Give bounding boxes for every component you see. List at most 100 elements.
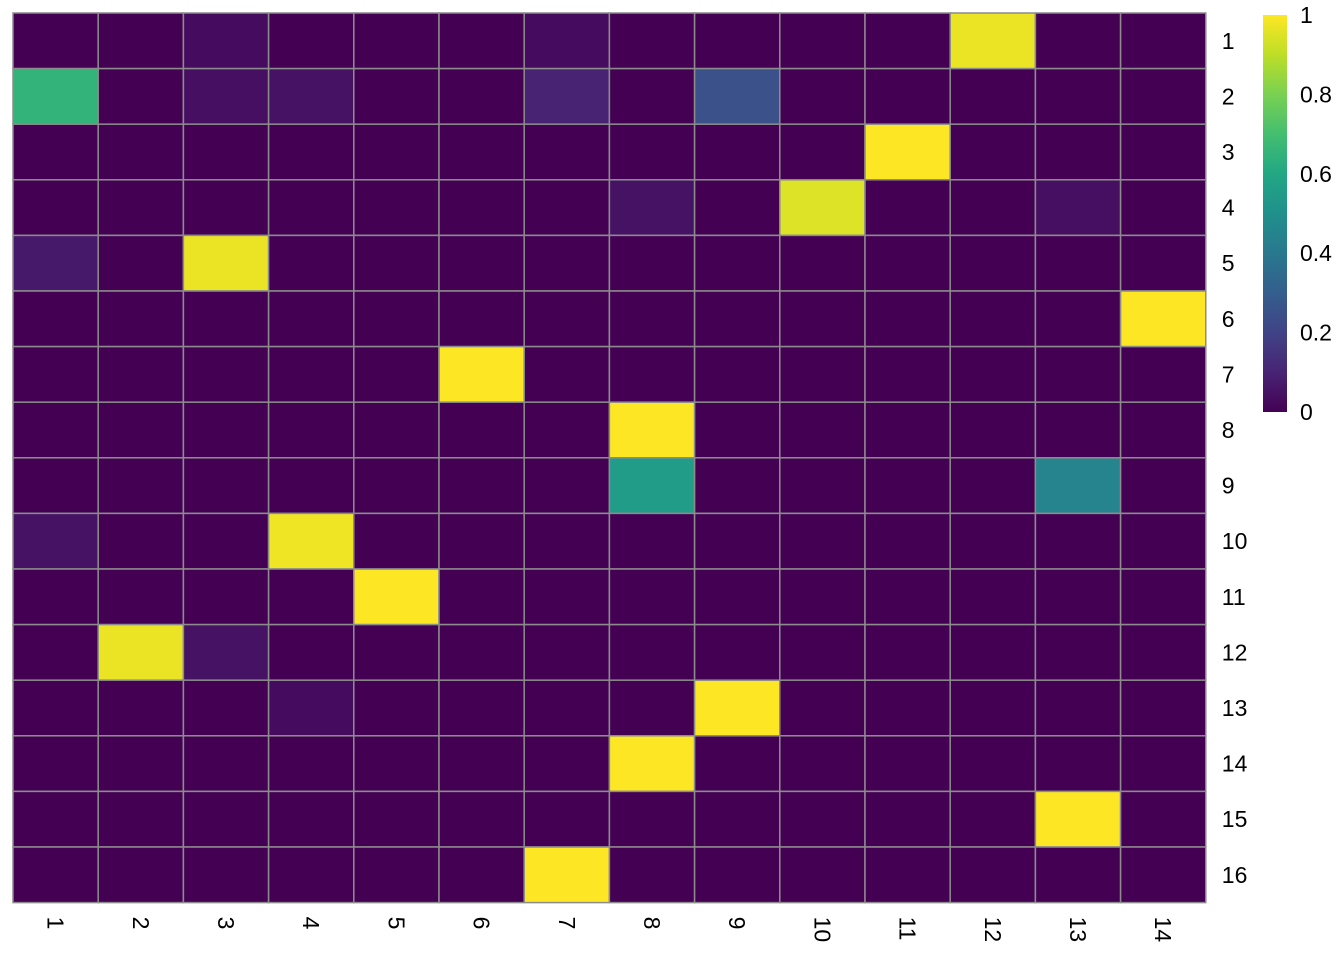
heatmap-cell-r9-c4 [267, 457, 355, 515]
heatmap-cell-r8-c2 [97, 401, 185, 459]
heatmap-cell-r11-c2 [97, 568, 185, 626]
heatmap-cell-r10-c8 [608, 512, 696, 570]
y-tick-label: 5 [1222, 250, 1235, 276]
heatmap-cell-r6-c14 [1119, 290, 1207, 348]
heatmap-cell-r9-c3 [182, 457, 270, 515]
heatmap-cell-r10-c2 [97, 512, 185, 570]
heatmap-cell-r15-c8 [608, 790, 696, 848]
heatmap-cell-r2-c3 [182, 67, 270, 125]
x-tick-label: 4 [298, 917, 324, 930]
heatmap-cell-r10-c13 [1034, 512, 1122, 570]
heatmap-cell-r13-c9 [693, 679, 781, 737]
heatmap-cell-r9-c14 [1119, 457, 1207, 515]
y-tick-label: 8 [1222, 417, 1235, 443]
heatmap-cell-r2-c9 [693, 67, 781, 125]
heatmap-cell-r14-c7 [523, 735, 611, 793]
heatmap-cell-r15-c2 [97, 790, 185, 848]
heatmap-cell-r3-c10 [779, 123, 866, 181]
heatmap-cell-r15-c9 [693, 790, 781, 848]
legend-tick-label: 0.6 [1300, 161, 1332, 187]
heatmap-cell-r4-c9 [693, 179, 781, 237]
heatmap-cell-r8-c1 [12, 401, 99, 459]
heatmap-cell-r7-c12 [949, 345, 1037, 403]
heatmap-cell-r7-c7 [523, 345, 611, 403]
heatmap-cell-r8-c3 [182, 401, 270, 459]
heatmap-cell-r3-c3 [182, 123, 270, 181]
heatmap-cell-r12-c4 [267, 623, 355, 681]
heatmap-cell-r12-c10 [779, 623, 866, 681]
heatmap-cell-r16-c11 [864, 846, 951, 904]
legend-ticks: 0 0.2 0.4 0.6 0.8 1 [1300, 2, 1332, 425]
heatmap-cell-r5-c14 [1119, 234, 1207, 292]
heatmap-cells [12, 12, 1207, 904]
heatmap-cell-r6-c9 [693, 290, 781, 348]
heatmap-cell-r1-c12 [949, 12, 1037, 70]
heatmap-cell-r3-c4 [267, 123, 355, 181]
heatmap-cell-r9-c9 [693, 457, 781, 515]
heatmap-cell-r8-c7 [523, 401, 611, 459]
heatmap-cell-r3-c8 [608, 123, 696, 181]
legend-tick-label: 1 [1300, 2, 1313, 28]
heatmap-cell-r9-c7 [523, 457, 611, 515]
x-tick-label: 7 [554, 917, 580, 930]
heatmap-cell-r16-c2 [97, 846, 185, 904]
heatmap-cell-r12-c7 [523, 623, 611, 681]
heatmap-cell-r11-c3 [182, 568, 270, 626]
heatmap-cell-r12-c12 [949, 623, 1037, 681]
heatmap-cell-r11-c8 [608, 568, 696, 626]
heatmap-cell-r2-c14 [1119, 67, 1207, 125]
heatmap-cell-r13-c7 [523, 679, 611, 737]
heatmap-cell-r2-c11 [864, 67, 951, 125]
heatmap-cell-r8-c12 [949, 401, 1037, 459]
heatmap-cell-r4-c11 [864, 179, 951, 237]
heatmap-cell-r16-c10 [779, 846, 866, 904]
heatmap-cell-r13-c1 [12, 679, 99, 737]
heatmap-cell-r15-c10 [779, 790, 866, 848]
heatmap-cell-r11-c12 [949, 568, 1037, 626]
heatmap-cell-r14-c3 [182, 735, 270, 793]
heatmap-cell-r15-c3 [182, 790, 270, 848]
heatmap-cell-r16-c3 [182, 846, 270, 904]
heatmap-cell-r7-c13 [1034, 345, 1122, 403]
heatmap-cell-r3-c11 [864, 123, 951, 181]
heatmap-cell-r15-c11 [864, 790, 951, 848]
heatmap-cell-r7-c10 [779, 345, 866, 403]
heatmap-cell-r8-c11 [864, 401, 951, 459]
heatmap-cell-r13-c2 [97, 679, 185, 737]
heatmap-cell-r7-c6 [438, 345, 525, 403]
heatmap-cell-r13-c4 [267, 679, 355, 737]
heatmap-cell-r7-c9 [693, 345, 781, 403]
heatmap-cell-r7-c11 [864, 345, 951, 403]
x-axis-labels: 1 2 3 4 5 6 7 8 9 10 11 12 13 14 [43, 917, 1177, 943]
legend-tick-label: 0.8 [1300, 81, 1332, 107]
legend-tick-label: 0.4 [1300, 240, 1332, 266]
heatmap-cell-r10-c4 [267, 512, 355, 570]
heatmap-cell-r1-c11 [864, 12, 951, 70]
heatmap-cell-r4-c4 [267, 179, 355, 237]
heatmap-cell-r12-c14 [1119, 623, 1207, 681]
heatmap-cell-r4-c3 [182, 179, 270, 237]
heatmap-cell-r6-c1 [12, 290, 99, 348]
y-tick-label: 12 [1222, 639, 1248, 665]
heatmap-cell-r14-c14 [1119, 735, 1207, 793]
heatmap-cell-r10-c5 [353, 512, 440, 570]
heatmap-cell-r8-c10 [779, 401, 866, 459]
y-tick-label: 16 [1222, 862, 1248, 888]
heatmap-cell-r10-c3 [182, 512, 270, 570]
heatmap-cell-r13-c14 [1119, 679, 1207, 737]
heatmap-cell-r9-c1 [12, 457, 99, 515]
heatmap-cell-r1-c7 [523, 12, 611, 70]
heatmap-cell-r1-c14 [1119, 12, 1207, 70]
x-tick-label: 3 [213, 917, 239, 930]
y-tick-label: 3 [1222, 139, 1235, 165]
heatmap-cell-r9-c5 [353, 457, 440, 515]
heatmap-cell-r11-c6 [438, 568, 525, 626]
heatmap-cell-r4-c1 [12, 179, 99, 237]
heatmap-cell-r4-c14 [1119, 179, 1207, 237]
heatmap-cell-r3-c6 [438, 123, 525, 181]
heatmap-cell-r9-c6 [438, 457, 525, 515]
heatmap-cell-r5-c1 [12, 234, 99, 292]
color-legend: 0 0.2 0.4 0.6 0.8 1 [1263, 2, 1332, 425]
heatmap-cell-r1-c1 [12, 12, 99, 70]
x-tick-label: 5 [383, 917, 409, 930]
